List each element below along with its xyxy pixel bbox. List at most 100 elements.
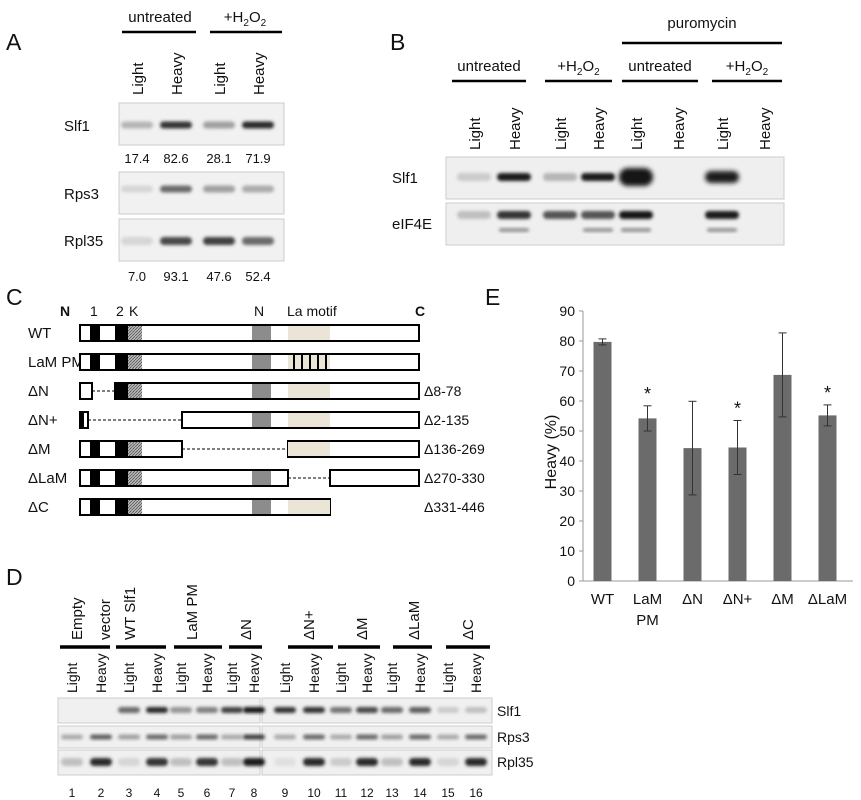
band	[581, 211, 615, 219]
x-tick-label: LaM	[633, 591, 662, 608]
band	[499, 228, 529, 232]
y-tick-label: 10	[559, 543, 575, 559]
band	[170, 734, 192, 740]
panel-a-quantification: 17.4 82.6 28.1 71.9 7.0 93.1 47.6 52.4	[124, 151, 270, 284]
y-tick-label: 30	[559, 483, 575, 499]
band	[330, 734, 352, 740]
domain-2	[115, 470, 128, 486]
panel-e-y-axis-label: Heavy (%)	[543, 415, 560, 490]
significance-marker: *	[644, 384, 651, 404]
domain-1	[90, 499, 100, 515]
construct-box	[79, 382, 93, 400]
panel-b-group-label: +H2O2	[726, 58, 769, 78]
panel-b-lane-label: Heavy	[591, 107, 608, 150]
domain-n	[252, 471, 271, 485]
panel-d-groups: Empty vector WT Slf1 LaM PM ΔN ΔN+ ΔM ΔLaM ΔC	[60, 584, 490, 649]
lane-number: 16	[469, 786, 483, 800]
band	[437, 707, 459, 713]
construct-segment	[329, 469, 420, 487]
panel-d-group-label: Empty	[69, 597, 86, 640]
panel-c-letter: C	[6, 284, 23, 310]
quant-value: 52.4	[245, 269, 270, 284]
construct-name: WT	[28, 325, 51, 342]
bar	[728, 447, 747, 581]
lane-number: 7	[229, 786, 236, 800]
construct-deletion: Δ8-78	[424, 383, 462, 399]
lane-number: 9	[282, 786, 289, 800]
band	[242, 237, 274, 245]
band	[497, 211, 531, 219]
x-tick-label: PM	[636, 612, 659, 629]
panel-a-blot-rps3	[118, 171, 285, 215]
bar	[593, 341, 612, 581]
construct-segment	[181, 411, 420, 429]
construct-segment	[79, 411, 89, 429]
y-tick-label: 0	[567, 573, 575, 589]
quant-value: 93.1	[163, 269, 188, 284]
construct-row: ΔM Δ136-269	[28, 440, 485, 458]
lane-number: 14	[413, 786, 427, 800]
panel-c-c-terminus: C	[415, 303, 425, 319]
lane-number: 15	[441, 786, 455, 800]
construct-segment	[79, 440, 183, 458]
domain-la-motif	[288, 500, 330, 514]
band	[203, 185, 235, 193]
panel-b-lane-label: Heavy	[671, 107, 688, 150]
domain-n	[252, 355, 271, 369]
x-tick-label: ΔN	[682, 591, 703, 608]
panel-d-group-label: ΔN+	[301, 610, 318, 640]
panel-d-lane-label: Heavy	[468, 653, 484, 693]
domain-k	[128, 471, 142, 485]
panel-e-letter: E	[485, 284, 500, 310]
panel-a-label-rps3: Rps3	[64, 186, 99, 203]
band	[121, 237, 153, 245]
panel-d-lane-label: Light	[224, 663, 240, 693]
band	[203, 237, 235, 245]
domain-k	[128, 384, 142, 398]
panel-d-lane-label: Light	[64, 663, 80, 693]
panel-d-lane-label: Heavy	[359, 653, 375, 693]
lane-number: 1	[69, 786, 76, 800]
domain-2	[115, 499, 128, 515]
significance-marker: *	[734, 399, 741, 419]
panel-d-lane-label: Heavy	[199, 653, 215, 693]
construct-deletion: Δ331-446	[424, 499, 485, 515]
quant-value: 47.6	[206, 269, 231, 284]
construct-box	[79, 324, 420, 342]
construct-box	[79, 353, 420, 371]
significance-marker: *	[824, 383, 831, 403]
panel-e-chart: 0 10 20 30 40 50 60 70 80 90 WT * LaM PM ΔN * ΔN+ ΔM * ΔLaM	[559, 303, 853, 629]
construct-name: ΔLaM	[28, 470, 67, 487]
band	[61, 734, 83, 740]
panel-d-lane-label: Light	[173, 663, 189, 693]
domain-k	[128, 442, 142, 456]
panel-b-lane-label: Light	[715, 117, 732, 150]
band	[619, 211, 653, 219]
band	[170, 707, 192, 713]
panel-a-label-rpl35: Rpl35	[64, 233, 103, 250]
construct-name: LaM PM	[28, 354, 84, 371]
construct-row: ΔN Δ8-78	[28, 382, 462, 400]
panel-a-lane-label: Light	[212, 62, 229, 95]
panel-c-n-terminus: N	[60, 303, 70, 319]
band	[707, 228, 737, 232]
y-tick-label: 50	[559, 423, 575, 439]
band	[356, 758, 378, 766]
band	[221, 758, 243, 766]
x-tick-label: ΔN+	[723, 591, 753, 608]
band	[356, 707, 378, 713]
band	[196, 707, 218, 713]
construct-segment	[287, 440, 420, 458]
lane-number: 8	[251, 786, 258, 800]
lane-number: 6	[204, 786, 211, 800]
domain-1	[90, 470, 100, 486]
band	[243, 734, 265, 740]
band	[160, 185, 192, 193]
band	[160, 237, 192, 245]
domain-k	[128, 355, 142, 369]
band	[705, 211, 739, 219]
domain-1	[90, 325, 100, 341]
panel-b-letter: B	[390, 29, 405, 55]
bar	[638, 418, 657, 581]
